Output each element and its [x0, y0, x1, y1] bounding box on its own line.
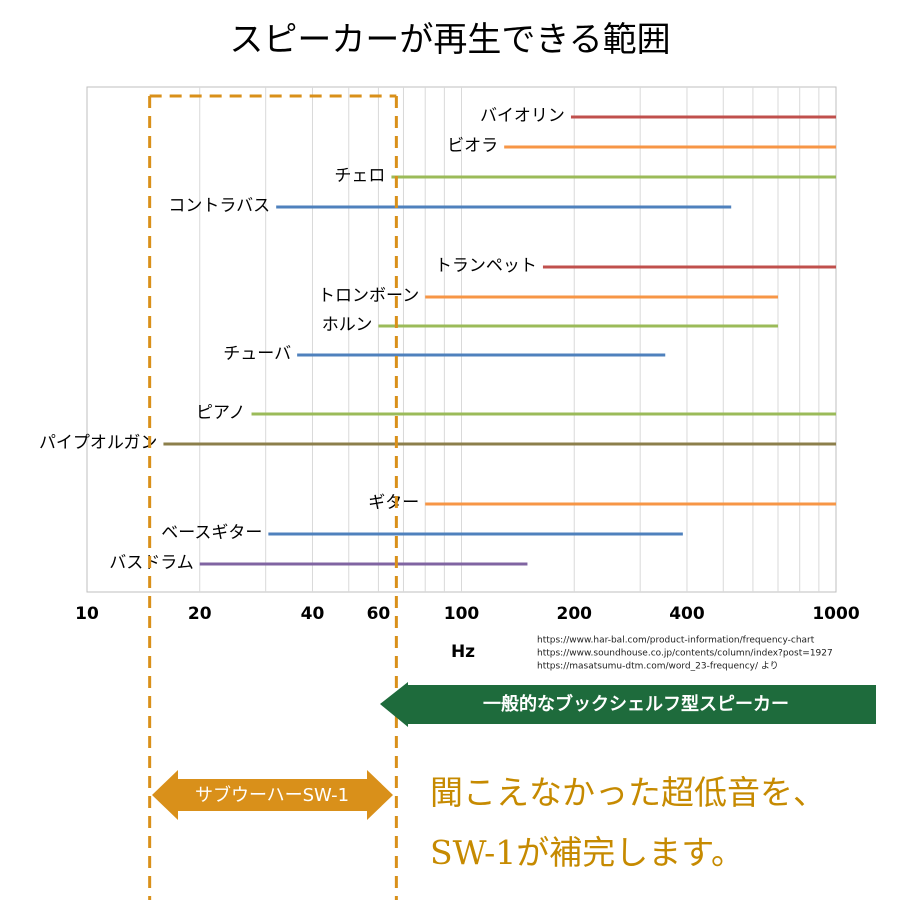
bar-label: バイオリン [480, 106, 565, 126]
subwoofer-label: サブウーハーSW-1 [195, 784, 349, 806]
bar-label: ギター [368, 493, 419, 513]
source: https://www.soundhouse.co.jp/contents/co… [537, 649, 833, 659]
bar-label: トランペット [435, 256, 537, 276]
bar-label: トロンボーン [318, 286, 419, 306]
bar-label: ピアノ [196, 403, 245, 423]
x-tick-label: 200 [556, 604, 592, 624]
chart-title: スピーカーが再生できる範囲 [229, 20, 670, 60]
bar-label: バスドラム [109, 553, 194, 573]
x-axis-label: Hz [451, 642, 475, 662]
x-tick-label: 1000 [812, 604, 859, 624]
x-tick-label: 40 [301, 604, 325, 624]
x-tick-label: 100 [444, 604, 480, 624]
bar-label: パイプオルガン [39, 433, 158, 453]
source: https://www.har-bal.com/product-informat… [537, 636, 815, 646]
bar-label: ベースギター [161, 523, 262, 543]
x-tick-label: 400 [669, 604, 705, 624]
source: https://masatsumu-dtm.com/word_23-freque… [537, 661, 779, 672]
x-tick-label: 20 [188, 604, 212, 624]
subwoofer-arrow [152, 770, 393, 820]
bar-label: チェロ [334, 166, 385, 186]
bar-label: コントラバス [168, 196, 270, 216]
message: SW-1が補完します。 [430, 833, 744, 872]
bookshelf-arrow [380, 682, 876, 727]
bookshelf-label: 一般的なブックシェルフ型スピーカー [483, 693, 789, 715]
bar-label: ビオラ [447, 136, 498, 156]
x-tick-label: 60 [367, 604, 391, 624]
bar-label: ホルン [322, 315, 373, 335]
message: 聞こえなかった超低音を、 [430, 773, 826, 812]
x-tick-label: 10 [75, 604, 99, 624]
bar-label: チューバ [223, 344, 291, 364]
